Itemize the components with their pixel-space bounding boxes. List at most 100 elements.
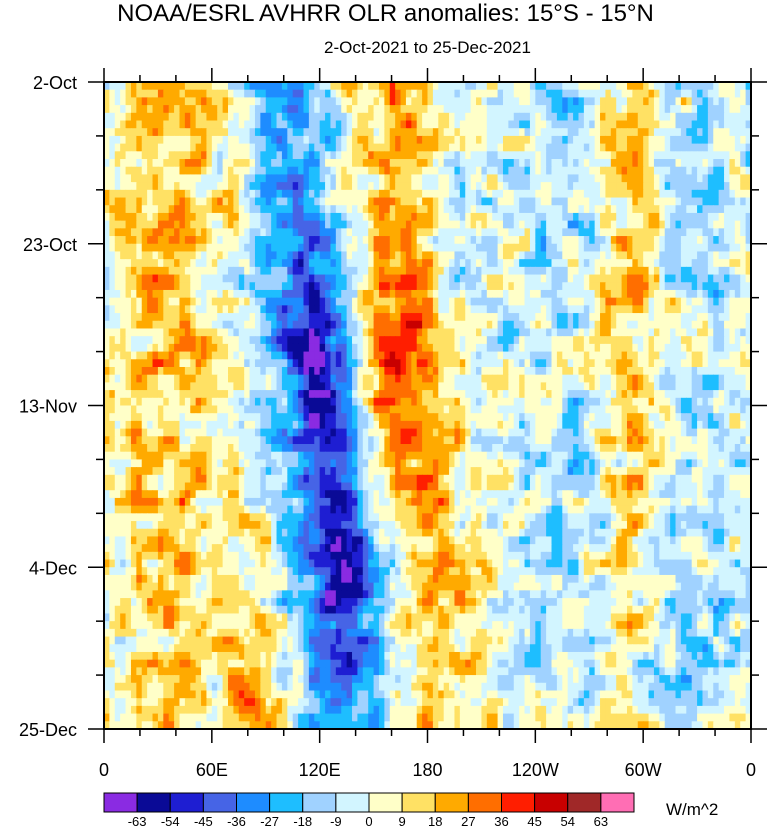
field-cell [540, 135, 547, 145]
field-cell [578, 382, 585, 391]
field-cell [567, 105, 574, 114]
field-cell [718, 313, 725, 322]
field-cell [546, 228, 553, 237]
field-cell [497, 197, 504, 206]
field-cell [449, 343, 456, 353]
field-cell [238, 251, 245, 260]
field-cell [454, 397, 461, 407]
field-cell [589, 82, 596, 91]
field-cell [610, 120, 617, 129]
field-cell [352, 313, 359, 322]
field-cell [357, 366, 364, 376]
field-cell [459, 366, 466, 376]
field-cell [411, 197, 418, 206]
field-cell [254, 97, 261, 106]
field-cell [664, 297, 671, 306]
field-cell [535, 97, 542, 106]
field-cell [432, 82, 439, 91]
field-cell [740, 212, 747, 222]
field-cell [378, 128, 385, 137]
field-cell [168, 359, 175, 368]
field-cell [244, 374, 251, 383]
field-cell [481, 366, 488, 376]
field-cell [605, 212, 612, 222]
field-cell [573, 82, 580, 91]
field-cell [395, 259, 402, 268]
field-cell [492, 351, 499, 360]
field-cell [130, 297, 137, 306]
field-cell [303, 105, 310, 114]
field-cell [384, 174, 391, 183]
field-cell [519, 374, 526, 383]
field-cell [589, 343, 596, 353]
field-cell [395, 112, 402, 122]
field-cell [643, 197, 650, 206]
field-cell [729, 228, 736, 237]
field-cell [664, 105, 671, 114]
field-cell [104, 328, 110, 337]
field-cell [481, 351, 488, 360]
field-cell [120, 159, 127, 168]
field-cell [352, 328, 359, 337]
field-cell [184, 343, 191, 353]
field-cell [497, 382, 504, 391]
field-cell [643, 359, 650, 368]
field-cell [605, 182, 612, 191]
field-cell [314, 390, 321, 399]
field-cell [244, 328, 251, 337]
field-cell [206, 382, 213, 391]
field-cell [130, 397, 137, 407]
field-cell [724, 174, 731, 183]
field-cell [141, 236, 148, 245]
field-cell [502, 390, 509, 399]
field-cell [136, 282, 143, 291]
field-cell [718, 243, 725, 253]
field-cell [610, 382, 617, 391]
field-cell [228, 305, 234, 314]
field-cell [734, 143, 741, 152]
field-cell [459, 351, 466, 360]
field-cell [589, 228, 596, 237]
field-cell [260, 397, 267, 407]
field-cell [653, 236, 660, 245]
field-cell [508, 135, 515, 145]
field-cell [147, 328, 154, 337]
field-cell [346, 282, 353, 291]
field-cell [152, 220, 159, 229]
field-cell [707, 266, 714, 276]
field-cell [298, 151, 305, 160]
field-cell [492, 320, 499, 330]
field-cell [697, 320, 704, 330]
field-cell [610, 328, 617, 337]
field-cell [540, 382, 547, 391]
field-cell [567, 82, 574, 91]
field-cell [206, 166, 213, 176]
field-cell [281, 251, 288, 260]
field-cell [449, 205, 456, 214]
field-cell [222, 135, 229, 145]
field-cell [130, 197, 137, 206]
field-cell [325, 390, 332, 399]
field-cell [610, 320, 617, 330]
field-cell [616, 97, 623, 106]
field-cell [729, 336, 736, 345]
field-cell [206, 174, 213, 183]
field-cell [675, 135, 682, 145]
field-cell [362, 151, 369, 160]
field-cell [168, 182, 175, 191]
field-cell [330, 128, 337, 137]
field-cell [174, 220, 181, 229]
field-cell [621, 266, 628, 276]
field-cell [265, 112, 272, 122]
field-cell [125, 282, 132, 291]
field-cell [244, 343, 251, 353]
field-cell [513, 228, 520, 237]
field-cell [384, 197, 391, 206]
field-cell [583, 243, 590, 253]
field-cell [346, 351, 353, 360]
field-cell [228, 174, 234, 183]
field-cell [319, 343, 326, 353]
field-cell [653, 305, 660, 314]
field-cell [632, 297, 639, 306]
field-cell [567, 313, 574, 322]
